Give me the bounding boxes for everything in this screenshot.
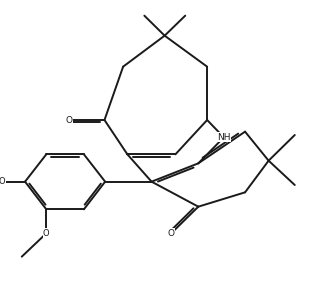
- Text: O: O: [168, 229, 175, 238]
- Text: O: O: [0, 177, 6, 186]
- Text: NH: NH: [217, 133, 231, 142]
- Text: O: O: [43, 229, 50, 238]
- Text: O: O: [66, 116, 73, 124]
